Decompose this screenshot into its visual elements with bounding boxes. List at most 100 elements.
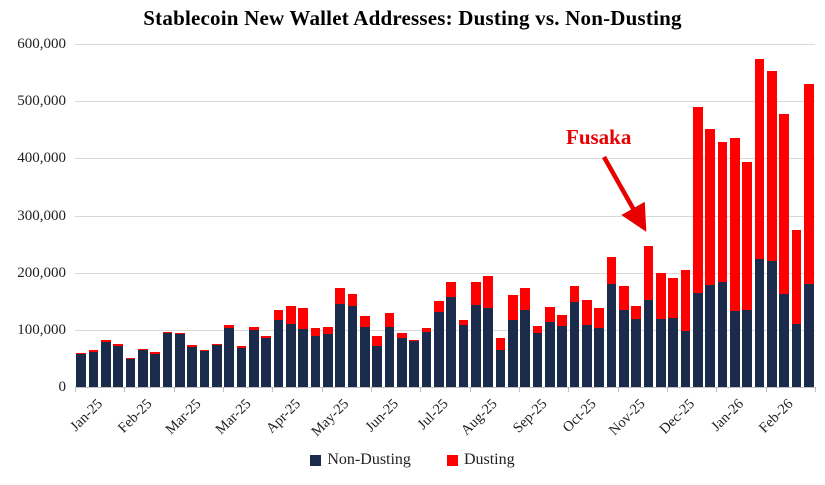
bar-non-dusting-week-57 — [766, 261, 777, 387]
bar-dusting-week-53 — [717, 142, 728, 283]
bar-non-dusting-week-48 — [655, 318, 666, 387]
bar-dusting-week-47 — [643, 246, 654, 300]
x-axis-tick — [272, 387, 274, 392]
x-axis-label-nov-25: Nov-25 — [606, 396, 649, 439]
bar-dusting-week-16 — [261, 336, 272, 338]
bar-dusting-week-6 — [137, 348, 148, 350]
bar-non-dusting-week-11 — [199, 350, 210, 387]
bar-dusting-week-40 — [557, 314, 568, 327]
bar-non-dusting-week-17 — [273, 320, 284, 387]
bar-non-dusting-week-10 — [187, 346, 198, 387]
bar-non-dusting-week-54 — [729, 310, 740, 387]
x-axis-label-dec-25: Dec-25 — [656, 396, 699, 438]
bar-dusting-week-36 — [507, 294, 518, 320]
bar-dusting-week-42 — [581, 299, 592, 326]
bar-dusting-week-23 — [347, 294, 358, 306]
bar-non-dusting-week-44 — [606, 284, 617, 387]
bar-non-dusting-week-42 — [581, 325, 592, 387]
bar-dusting-week-58 — [779, 113, 790, 294]
bar-non-dusting-week-27 — [396, 338, 407, 387]
bar-non-dusting-week-5 — [125, 358, 136, 387]
y-axis-tick-label: 200,000 — [17, 264, 66, 281]
x-axis-tick — [173, 387, 175, 392]
bar-dusting-week-4 — [113, 344, 124, 347]
bar-dusting-week-51 — [692, 106, 703, 294]
x-axis-label-apr-25: Apr-25 — [262, 396, 304, 437]
bar-non-dusting-week-34 — [483, 308, 494, 387]
x-axis-label-feb-26: Feb-26 — [756, 396, 797, 437]
bar-dusting-week-54 — [729, 137, 740, 311]
bar-non-dusting-week-39 — [544, 321, 555, 387]
bar-dusting-week-43 — [594, 308, 605, 328]
y-axis-tick-label: 0 — [58, 379, 67, 395]
bar-non-dusting-week-43 — [594, 327, 605, 387]
bar-dusting-week-24 — [359, 315, 370, 327]
x-axis-tick — [716, 387, 718, 392]
bar-non-dusting-week-7 — [150, 353, 161, 387]
bar-non-dusting-week-9 — [174, 333, 185, 387]
bar-dusting-week-8 — [162, 331, 173, 334]
bar-non-dusting-week-14 — [236, 347, 247, 387]
x-axis-tick — [568, 387, 570, 392]
bar-non-dusting-week-33 — [470, 305, 481, 387]
y-axis-tick-label: 400,000 — [17, 150, 66, 167]
x-axis-tick — [321, 387, 323, 392]
bar-non-dusting-week-24 — [359, 326, 370, 387]
bar-dusting-week-22 — [335, 287, 346, 304]
bar-non-dusting-week-20 — [310, 336, 321, 387]
x-axis-line — [75, 387, 815, 388]
bar-non-dusting-week-6 — [137, 349, 148, 387]
x-axis-label-jul-25: Jul-25 — [414, 396, 452, 433]
bar-dusting-week-1 — [76, 352, 87, 354]
bar-non-dusting-week-19 — [298, 329, 309, 387]
bar-non-dusting-week-40 — [557, 326, 568, 387]
bar-non-dusting-week-1 — [76, 353, 87, 387]
bar-non-dusting-week-15 — [248, 329, 259, 387]
bar-dusting-week-2 — [88, 350, 99, 352]
bar-non-dusting-week-35 — [495, 349, 506, 387]
bar-dusting-week-46 — [631, 306, 642, 319]
legend: Non-Dusting Dusting — [0, 451, 825, 469]
bar-dusting-week-20 — [310, 327, 321, 337]
x-axis-tick — [420, 387, 422, 392]
bar-non-dusting-week-22 — [335, 303, 346, 387]
bar-non-dusting-week-16 — [261, 337, 272, 387]
bar-non-dusting-week-25 — [372, 346, 383, 387]
bar-non-dusting-week-60 — [803, 284, 814, 387]
bar-non-dusting-week-51 — [692, 293, 703, 387]
non-dusting-swatch-icon — [310, 454, 322, 466]
bar-non-dusting-week-13 — [224, 327, 235, 387]
y-axis-tick-label: 300,000 — [17, 207, 66, 224]
bar-non-dusting-week-47 — [643, 299, 654, 387]
bar-non-dusting-week-31 — [446, 297, 457, 387]
bar-dusting-week-14 — [236, 345, 247, 348]
bar-dusting-week-15 — [248, 326, 259, 330]
y-axis-tick-label: 600,000 — [17, 36, 66, 52]
bar-non-dusting-week-53 — [717, 282, 728, 387]
bar-non-dusting-week-50 — [680, 330, 691, 387]
bar-dusting-week-26 — [384, 312, 395, 327]
x-axis-label-jun-25: Jun-25 — [362, 396, 403, 436]
x-axis-tick — [667, 387, 668, 392]
bar-dusting-week-38 — [532, 326, 543, 334]
y-gridline — [75, 44, 815, 45]
chart-title: Stablecoin New Wallet Addresses: Dusting… — [143, 6, 682, 30]
bar-non-dusting-week-55 — [742, 309, 753, 387]
bar-non-dusting-week-8 — [162, 333, 173, 387]
bar-dusting-week-28 — [409, 339, 420, 342]
bar-dusting-week-33 — [470, 281, 481, 306]
x-axis-tick — [75, 387, 76, 392]
x-axis-tick — [765, 387, 767, 392]
bar-dusting-week-35 — [495, 338, 506, 350]
bar-non-dusting-week-21 — [322, 333, 333, 387]
bar-dusting-week-57 — [766, 70, 777, 262]
bar-non-dusting-week-49 — [668, 318, 679, 387]
bar-non-dusting-week-30 — [433, 311, 444, 387]
bar-dusting-week-3 — [100, 340, 111, 342]
bar-non-dusting-week-59 — [791, 324, 802, 387]
bar-non-dusting-week-26 — [384, 326, 395, 387]
bar-dusting-week-49 — [668, 277, 679, 319]
bar-non-dusting-week-58 — [779, 293, 790, 387]
bar-dusting-week-55 — [742, 162, 753, 310]
